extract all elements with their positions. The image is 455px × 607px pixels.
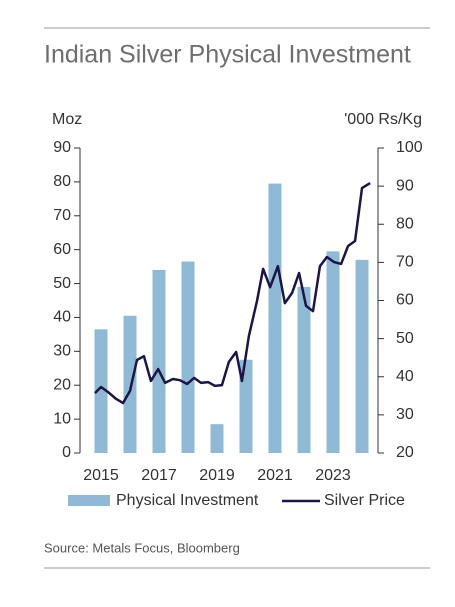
y2-tick-label: 40 [396, 368, 414, 385]
y-tick-label: 20 [53, 376, 71, 393]
legend-label: Physical Investment [116, 492, 259, 509]
y2-axis-label: '000 Rs/Kg [344, 111, 422, 128]
chart-title: Indian Silver Physical Investment [44, 41, 411, 69]
y-tick-label: 50 [53, 275, 71, 292]
bar [239, 359, 253, 453]
y2-tick-label: 100 [396, 139, 423, 156]
y-tick-label: 30 [53, 343, 71, 360]
bar [355, 259, 369, 453]
bar [268, 183, 282, 454]
y2-tick-label: 80 [396, 215, 414, 232]
bar [297, 286, 311, 453]
y-tick-label: 90 [53, 139, 71, 156]
bar [94, 329, 108, 453]
x-tick-label: 2015 [83, 467, 119, 484]
bar [326, 251, 340, 453]
x-tick-label: 2017 [141, 467, 177, 484]
legend-label: Silver Price [324, 492, 405, 509]
legend-swatch [68, 495, 110, 506]
bar [123, 315, 137, 453]
y-axis-label: Moz [52, 111, 82, 128]
line [94, 182, 371, 405]
y2-tick-label: 70 [396, 254, 414, 271]
y2-tick-label: 20 [396, 444, 414, 461]
source: Source: Metals Focus, Bloomberg [44, 540, 240, 555]
y-tick-label: 40 [53, 309, 71, 326]
x-tick-label: 2019 [199, 467, 235, 484]
bar [152, 270, 166, 453]
y2-tick-label: 90 [396, 177, 414, 194]
y2-tick-label: 50 [396, 330, 414, 347]
y-tick-label: 70 [53, 207, 71, 224]
x-tick-label: 2023 [315, 467, 351, 484]
y-tick-label: 0 [62, 444, 71, 461]
bar [181, 261, 195, 453]
y2-tick-label: 30 [396, 406, 414, 423]
y2-tick-label: 60 [396, 292, 414, 309]
y-tick-label: 80 [53, 173, 71, 190]
y-tick-label: 60 [53, 241, 71, 258]
x-tick-label: 2021 [257, 467, 293, 484]
y-tick-label: 10 [53, 410, 71, 427]
bar [210, 424, 224, 453]
